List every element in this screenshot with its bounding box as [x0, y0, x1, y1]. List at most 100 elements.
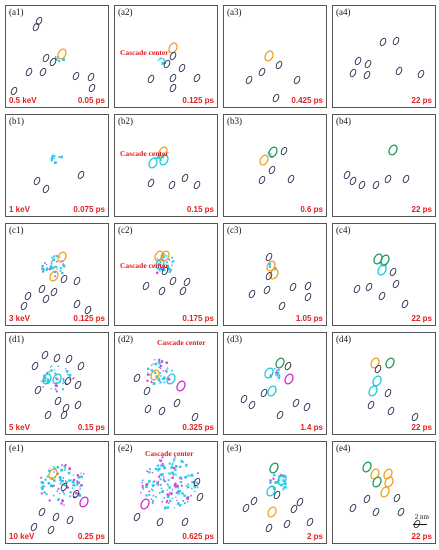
defect-ring: [378, 291, 386, 301]
interstitial-atom: [49, 265, 53, 269]
interstitial-atom: [191, 487, 193, 490]
defect-ring: [87, 72, 95, 82]
defect-ring: [47, 525, 55, 535]
interstitial-atom: [63, 264, 65, 267]
interstitial-atom: [176, 491, 178, 493]
vacancy-atom: [173, 484, 177, 487]
interstitial-atom: [159, 492, 161, 494]
panel-label: (b1): [9, 116, 24, 126]
vacancy-atom: [80, 483, 83, 487]
defect-ring: [60, 482, 68, 492]
interstitial-atom: [172, 260, 175, 262]
interstitial-atom: [46, 267, 49, 270]
vacancy-atom: [162, 476, 165, 478]
defect-ring: [191, 412, 199, 422]
pka-energy-label: 0.5 keV: [9, 96, 37, 105]
defect-ring: [384, 174, 392, 184]
interstitial-atom: [56, 268, 58, 270]
defect-ring: [181, 517, 189, 527]
defect-ring: [158, 406, 166, 416]
interstitial-atom: [152, 484, 155, 487]
defect-ring: [275, 357, 285, 369]
vacancy-atom: [40, 476, 43, 479]
interstitial-atom: [268, 262, 271, 266]
defect-ring: [267, 385, 277, 397]
vacancy-atom: [158, 459, 161, 462]
defect-ring: [250, 496, 258, 506]
defect-ring: [84, 305, 92, 315]
defect-ring: [147, 178, 155, 188]
defect-ring: [44, 410, 52, 420]
panel-plot: [20, 251, 92, 315]
interstitial-atom: [50, 484, 53, 488]
defect-ring: [245, 75, 253, 85]
defect-ring: [280, 146, 288, 156]
interstitial-atom: [70, 479, 72, 481]
defect-ring: [20, 301, 28, 311]
vacancy-atom: [146, 379, 149, 382]
vacancy-atom: [180, 477, 183, 480]
time-label: 0.15 ps: [77, 423, 105, 432]
vacancy-atom: [145, 483, 148, 486]
interstitial-atom: [152, 363, 154, 365]
interstitial-atom: [185, 485, 187, 487]
vacancy-atom: [72, 377, 75, 380]
interstitial-atom: [176, 490, 180, 494]
defect-ring: [73, 276, 81, 286]
interstitial-atom: [185, 463, 188, 467]
defect-ring: [39, 67, 47, 77]
interstitial-atom: [166, 367, 169, 369]
panel-a1: (a1) 0.5 keV 0.05 ps: [5, 5, 109, 108]
interstitial-atom: [62, 490, 64, 493]
vacancy-atom: [146, 373, 150, 376]
interstitial-atom: [168, 270, 171, 274]
interstitial-atom: [160, 372, 162, 374]
interstitial-atom: [182, 500, 184, 502]
interstitial-atom: [148, 480, 150, 482]
interstitial-atom: [184, 475, 187, 479]
interstitial-atom: [50, 159, 53, 162]
interstitial-atom: [284, 486, 287, 489]
interstitial-atom: [166, 483, 169, 485]
vacancy-atom: [82, 472, 85, 475]
vacancy-atom: [150, 380, 153, 383]
interstitial-atom: [43, 379, 47, 382]
vacancy-atom: [141, 481, 143, 484]
interstitial-atom: [161, 377, 164, 380]
panel-c3: (c3) 1.05 ps: [223, 223, 327, 326]
vacancy-atom: [165, 501, 168, 504]
pka-energy-label: 10 keV: [9, 532, 35, 541]
interstitial-atom: [277, 376, 280, 379]
interstitial-atom: [166, 495, 170, 499]
interstitial-atom: [177, 502, 180, 504]
defect-ring: [144, 404, 152, 414]
interstitial-atom: [187, 483, 189, 486]
vacancy-atom: [141, 486, 144, 489]
vacancy-atom: [59, 492, 61, 495]
vacancy-atom: [42, 270, 45, 273]
interstitial-atom: [64, 467, 66, 470]
interstitial-atom: [62, 477, 65, 479]
defect-ring: [343, 170, 351, 180]
interstitial-atom: [157, 156, 160, 159]
defect-ring: [31, 361, 39, 371]
defect-ring: [166, 373, 176, 385]
vacancy-atom: [186, 497, 190, 500]
defect-ring: [383, 468, 393, 480]
interstitial-atom: [59, 483, 62, 485]
interstitial-atom: [76, 483, 79, 486]
time-label: 0.15 ps: [186, 205, 214, 214]
interstitial-atom: [172, 474, 175, 477]
interstitial-atom: [183, 494, 186, 497]
interstitial-atom: [71, 487, 73, 489]
panel-b4: (b4) 22 ps: [332, 114, 436, 217]
defect-ring: [60, 410, 68, 420]
interstitial-atom: [180, 460, 183, 463]
vacancy-atom: [162, 370, 164, 372]
interstitial-atom: [56, 490, 59, 492]
interstitial-atom: [56, 266, 58, 269]
interstitial-atom: [44, 262, 46, 264]
defect-ring: [401, 299, 409, 309]
interstitial-atom: [154, 363, 156, 365]
